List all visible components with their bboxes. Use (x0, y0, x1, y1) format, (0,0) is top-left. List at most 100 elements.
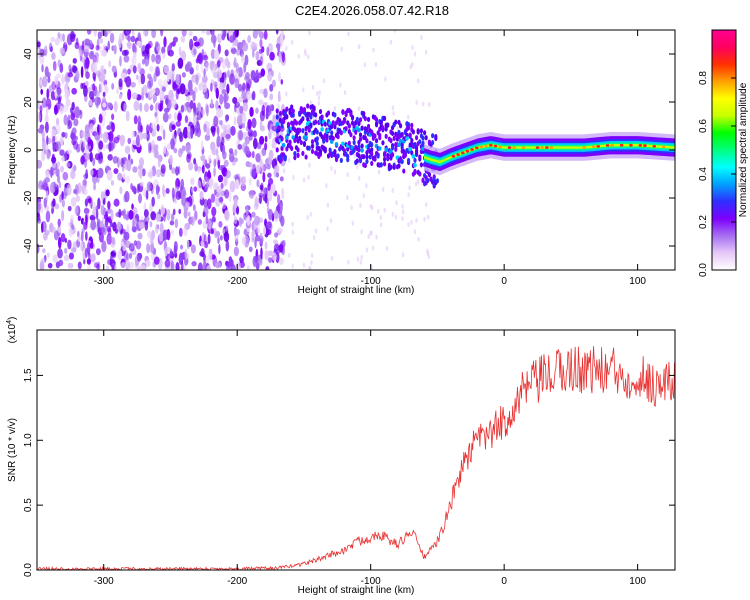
heatmap-cell (273, 210, 279, 220)
heatmap-cell (56, 160, 60, 170)
heatmap-cell (411, 44, 414, 50)
heatmap-cell (157, 193, 161, 200)
heatmap-cell (262, 226, 267, 236)
heatmap-cell (85, 231, 88, 241)
heatmap-cell (347, 140, 351, 146)
heatmap-cell (610, 143, 615, 147)
heatmap-cell (182, 186, 186, 197)
heatmap-cell (165, 187, 170, 194)
heatmap-cell (347, 31, 350, 37)
heatmap-cell (381, 140, 385, 146)
heatmap-cell (46, 252, 50, 259)
heatmap-cell (346, 172, 349, 178)
heatmap-cell (175, 262, 180, 270)
heatmap-cell (266, 164, 271, 170)
heatmap-cell (302, 262, 306, 268)
heatmap-cell (100, 204, 105, 216)
heatmap-cell (384, 133, 388, 139)
heatmap-cell (267, 71, 273, 82)
heatmap-cell (188, 161, 194, 171)
heatmap-cell (484, 144, 488, 148)
heatmap-cell (193, 41, 200, 47)
heatmap-cell (336, 134, 340, 140)
heatmap-cell (277, 227, 284, 234)
heatmap-cell (254, 215, 260, 226)
heatmap-cell (192, 90, 196, 102)
heatmap-cell (119, 55, 122, 67)
heatmap-cell (111, 65, 117, 73)
heatmap-cell (166, 209, 171, 221)
heatmap-cell (421, 140, 425, 146)
heatmap-cell (37, 196, 42, 204)
heatmap-cell (41, 138, 46, 151)
heatmap-cell (264, 241, 268, 250)
heatmap-cell (90, 219, 97, 231)
heatmap-cell (145, 259, 151, 267)
heatmap-cell (102, 91, 106, 97)
heatmap-cell (259, 162, 265, 174)
heatmap-cell (190, 127, 194, 139)
heatmap-cell (225, 169, 231, 179)
heatmap-cell (333, 112, 337, 118)
heatmap-cell (127, 35, 131, 42)
heatmap-cell (37, 202, 41, 213)
heatmap-cell (147, 142, 152, 154)
heatmap-cell (74, 184, 79, 196)
heatmap-cell (155, 66, 160, 77)
heatmap-cell (116, 88, 119, 95)
heatmap-cell (147, 80, 152, 90)
heatmap-cell (254, 255, 259, 263)
heatmap-cell (189, 38, 194, 51)
heatmap-cell (113, 198, 120, 207)
heatmap-cell (286, 121, 291, 127)
heatmap-cell (205, 163, 211, 169)
heatmap-cell (162, 112, 169, 123)
heatmap-cell (395, 200, 398, 206)
heatmap-cell (367, 234, 370, 240)
heatmap-cell (223, 175, 228, 187)
heatmap-cell (264, 142, 268, 151)
heatmap-cell (331, 135, 335, 141)
heatmap-cell (201, 48, 205, 58)
heatmap-cell (40, 221, 44, 234)
heatmap-cell (178, 227, 183, 237)
heatmap-cell (308, 30, 311, 36)
heatmap-cell (200, 62, 204, 74)
heatmap-cell (318, 108, 323, 115)
heatmap-cell (66, 184, 72, 196)
heatmap-cell (389, 39, 393, 45)
heatmap-cell (119, 186, 123, 195)
heatmap-cell (229, 151, 235, 163)
heatmap-cell (326, 110, 331, 116)
heatmap-cell (410, 137, 414, 144)
heatmap-cell (222, 203, 226, 210)
heatmap-cell (294, 133, 299, 139)
snr-ticks: -300 -200 -100 0 100 0.0 0.5 1.0 1.5 (23, 330, 675, 587)
heatmap-cell (360, 229, 363, 235)
heatmap-cell (102, 143, 106, 152)
heatmap-cell (629, 143, 633, 147)
heatmap-cell (381, 186, 385, 192)
heatmap-cell (619, 143, 624, 147)
heatmap-cell (156, 123, 160, 132)
heatmap-cell (133, 187, 137, 195)
heatmap-cell (72, 241, 77, 252)
heatmap-cell (47, 262, 53, 269)
heatmap-cell (98, 113, 103, 124)
heatmap-cell (89, 151, 93, 163)
heatmap-cell (141, 168, 146, 177)
colorbar-ticks: 0.0 0.2 0.4 0.6 0.8 (698, 71, 736, 277)
heatmap-cell (163, 65, 170, 74)
heatmap-cell (401, 204, 404, 210)
heatmap-cell (148, 168, 154, 180)
heatmap-cell (160, 30, 164, 37)
heatmap-cell (90, 169, 94, 176)
heatmap-cell (141, 132, 148, 140)
heatmap-cell (70, 197, 77, 207)
heatmap-cell (40, 257, 46, 265)
heatmap-cell (111, 45, 115, 51)
heatmap-cell (301, 116, 305, 122)
heatmap-cell (82, 179, 87, 186)
heatmap-cell (70, 170, 76, 180)
x-tick-label: 100 (629, 576, 646, 587)
